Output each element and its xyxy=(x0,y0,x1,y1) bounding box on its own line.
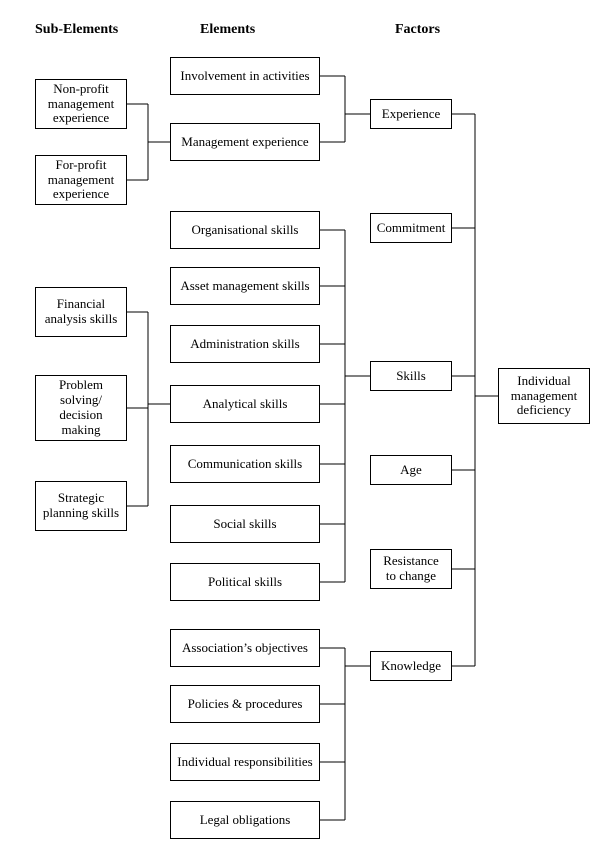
label: Non-profit management experience xyxy=(42,82,120,127)
label: Problem solving/ decision making xyxy=(42,378,120,438)
node-el-admin-skills: Administration skills xyxy=(170,325,320,363)
node-el-assoc-obj: Association’s objectives xyxy=(170,629,320,667)
label: Political skills xyxy=(208,575,282,590)
node-factor-experience: Experience xyxy=(370,99,452,129)
node-factor-resistance: Resistance to change xyxy=(370,549,452,589)
node-el-mgmt-exp: Management experience xyxy=(170,123,320,161)
node-el-political: Political skills xyxy=(170,563,320,601)
label: Analytical skills xyxy=(203,397,288,412)
label: Management experience xyxy=(181,135,308,150)
node-el-asset-mgmt: Asset management skills xyxy=(170,267,320,305)
label: Financial analysis skills xyxy=(42,297,120,327)
node-sub-forprofit: For-profit management experience xyxy=(35,155,127,205)
label: Communication skills xyxy=(188,457,302,472)
node-factor-skills: Skills xyxy=(370,361,452,391)
header-elements: Elements xyxy=(200,22,255,38)
label: Involvement in activities xyxy=(180,69,309,84)
label: Skills xyxy=(396,369,426,384)
node-sub-nonprofit: Non-profit management experience xyxy=(35,79,127,129)
node-el-analytical: Analytical skills xyxy=(170,385,320,423)
node-el-org-skills: Organisational skills xyxy=(170,211,320,249)
node-sub-fin-analysis: Financial analysis skills xyxy=(35,287,127,337)
node-factor-age: Age xyxy=(370,455,452,485)
label: Commitment xyxy=(377,221,446,236)
diagram-canvas: Sub-Elements Elements Factors Individual… xyxy=(0,0,610,858)
node-el-social: Social skills xyxy=(170,505,320,543)
label: For-profit management experience xyxy=(42,158,120,203)
node-factor-knowledge: Knowledge xyxy=(370,651,452,681)
label: Legal obligations xyxy=(200,813,291,828)
node-root: Individual management deficiency xyxy=(498,368,590,424)
label: Age xyxy=(400,463,422,478)
node-el-policies: Policies & procedures xyxy=(170,685,320,723)
label: Policies & procedures xyxy=(188,697,303,712)
node-el-legal: Legal obligations xyxy=(170,801,320,839)
label: Strategic planning skills xyxy=(42,491,120,521)
header-sub-elements: Sub-Elements xyxy=(35,22,118,38)
node-root-label: Individual management deficiency xyxy=(505,374,583,419)
label: Resistance to change xyxy=(377,554,445,584)
node-sub-problem-solving: Problem solving/ decision making xyxy=(35,375,127,441)
node-el-communication: Communication skills xyxy=(170,445,320,483)
node-sub-strategic: Strategic planning skills xyxy=(35,481,127,531)
label: Administration skills xyxy=(190,337,299,352)
node-el-indiv-resp: Individual responsibilities xyxy=(170,743,320,781)
node-factor-commitment: Commitment xyxy=(370,213,452,243)
header-factors: Factors xyxy=(395,22,440,38)
label: Experience xyxy=(382,107,440,122)
label: Asset management skills xyxy=(180,279,309,294)
label: Association’s objectives xyxy=(182,641,308,656)
label: Knowledge xyxy=(381,659,441,674)
label: Organisational skills xyxy=(191,223,298,238)
label: Social skills xyxy=(213,517,276,532)
node-el-involvement: Involvement in activities xyxy=(170,57,320,95)
label: Individual responsibilities xyxy=(177,755,312,770)
